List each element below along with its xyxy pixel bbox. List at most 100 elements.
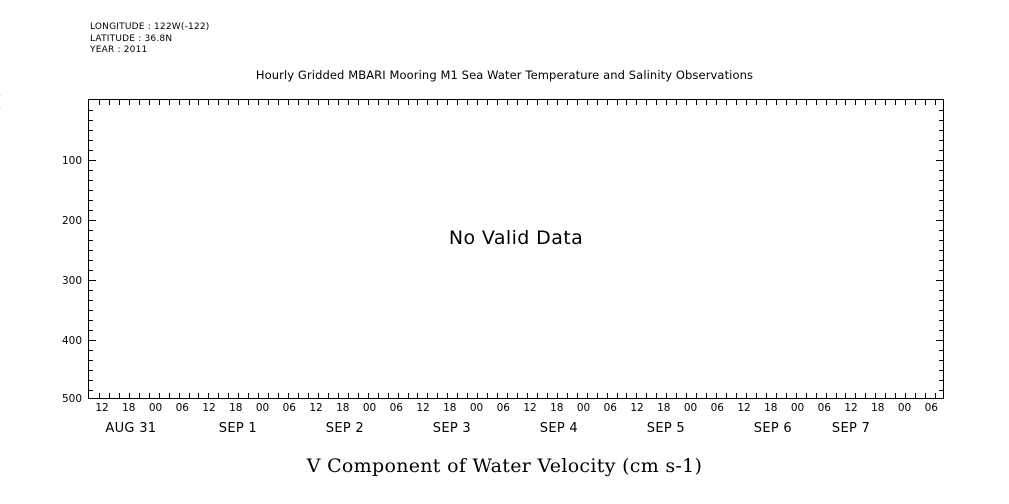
x-tick-mark [626,100,628,105]
x-tick-label: 00 [683,402,698,414]
x-tick-mark [576,100,578,105]
x-tick-label: 18 [443,402,457,414]
x-tick-mark [417,100,419,105]
y-tick-mark [939,240,943,241]
x-tick-mark [258,100,260,105]
x-tick-label: 00 [255,402,270,414]
x-tick-mark [357,100,359,105]
x-tick-mark [925,100,927,105]
x-tick-mark [198,393,200,398]
x-tick-mark [158,100,160,105]
y-tick-mark [89,170,93,171]
x-tick-mark [815,100,817,105]
x-tick-mark [517,393,518,398]
x-tick-mark [546,393,548,398]
x-tick-mark [168,393,170,398]
x-tick-mark [467,100,469,105]
x-tick-mark [915,393,917,398]
x-tick-mark [765,393,767,398]
x-tick-mark [407,393,409,398]
x-tick-mark [855,100,857,105]
y-tick-mark [939,110,943,111]
x-tick-mark [706,393,708,398]
y-tick-mark [89,150,93,151]
x-tick-mark [845,393,847,398]
x-tick-label: 12 [202,402,216,414]
x-tick-label: 06 [282,402,296,414]
x-tick-mark [735,100,737,105]
x-tick-mark [526,100,528,105]
x-tick-mark [367,100,369,105]
y-tick-mark [936,280,943,281]
y-tick-mark [939,330,943,331]
y-tick-mark [939,210,943,211]
x-tick-mark [735,393,737,398]
x-tick-mark [198,100,200,105]
x-tick-mark [825,100,827,105]
x-tick-mark [258,393,260,398]
x-tick-mark [755,100,757,105]
x-tick-mark [317,100,319,105]
x-tick-label: 00 [897,402,912,414]
x-tick-label: 06 [175,402,189,414]
x-day-label: SEP 4 [539,421,578,436]
x-tick-mark [467,393,469,398]
x-tick-label: 12 [844,402,858,414]
x-tick-mark [586,393,588,398]
x-tick-mark [626,393,628,398]
x-tick-mark [875,393,877,398]
x-tick-mark [387,100,389,105]
y-tick-mark [939,190,943,191]
x-tick-mark [367,393,369,398]
x-tick-mark [347,393,349,398]
x-tick-mark [696,393,698,398]
y-tick-mark [89,160,96,161]
x-axis-day-labels: AUG 31 SEP 1 SEP 2 SEP 3 SEP 4 SEP 5 SEP 6 SEP … [88,421,944,441]
x-tick-mark [138,100,140,105]
x-tick-mark [885,393,887,398]
x-tick-mark [218,393,220,398]
y-tick-mark [939,270,943,271]
x-tick-mark [447,100,449,105]
x-tick-mark [815,393,817,398]
y-tick-mark [939,130,943,131]
x-tick-label: 06 [603,402,617,414]
x-tick-mark [795,393,797,398]
x-tick-mark [298,393,300,398]
y-tick-mark [936,340,943,341]
x-tick-mark [915,100,917,105]
x-tick-mark [477,100,479,105]
y-tick-mark [89,290,93,291]
y-tick-mark [89,250,93,251]
x-tick-mark [765,100,767,105]
x-tick-mark [726,393,728,398]
x-tick-mark [666,100,668,105]
x-tick-label: 00 [576,402,591,414]
x-tick-mark [98,100,100,105]
y-tick-mark [939,380,943,381]
x-tick-mark [268,100,270,105]
x-tick-mark [337,393,339,398]
x-tick-mark [805,100,807,105]
x-tick-mark [487,393,489,398]
y-axis-tick-labels: 100 200 300 400 500 [48,99,82,405]
y-tick-label: 200 [61,215,82,227]
x-tick-mark [825,393,827,398]
x-tick-mark [437,100,439,105]
y-tick-mark [89,300,93,301]
x-tick-mark [218,100,220,105]
y-tick-label: 300 [61,275,82,287]
y-tick-mark [936,220,943,221]
x-tick-mark [98,393,100,398]
x-tick-mark [686,100,688,105]
y-tick-mark [89,340,96,341]
x-tick-mark [337,100,339,105]
y-tick-mark [939,310,943,311]
x-tick-mark [447,393,449,398]
x-tick-mark [407,100,409,105]
x-tick-mark [885,100,887,105]
x-tick-mark [785,393,787,398]
x-tick-mark [616,100,618,105]
x-tick-mark [716,100,718,105]
x-tick-label: 06 [496,402,510,414]
